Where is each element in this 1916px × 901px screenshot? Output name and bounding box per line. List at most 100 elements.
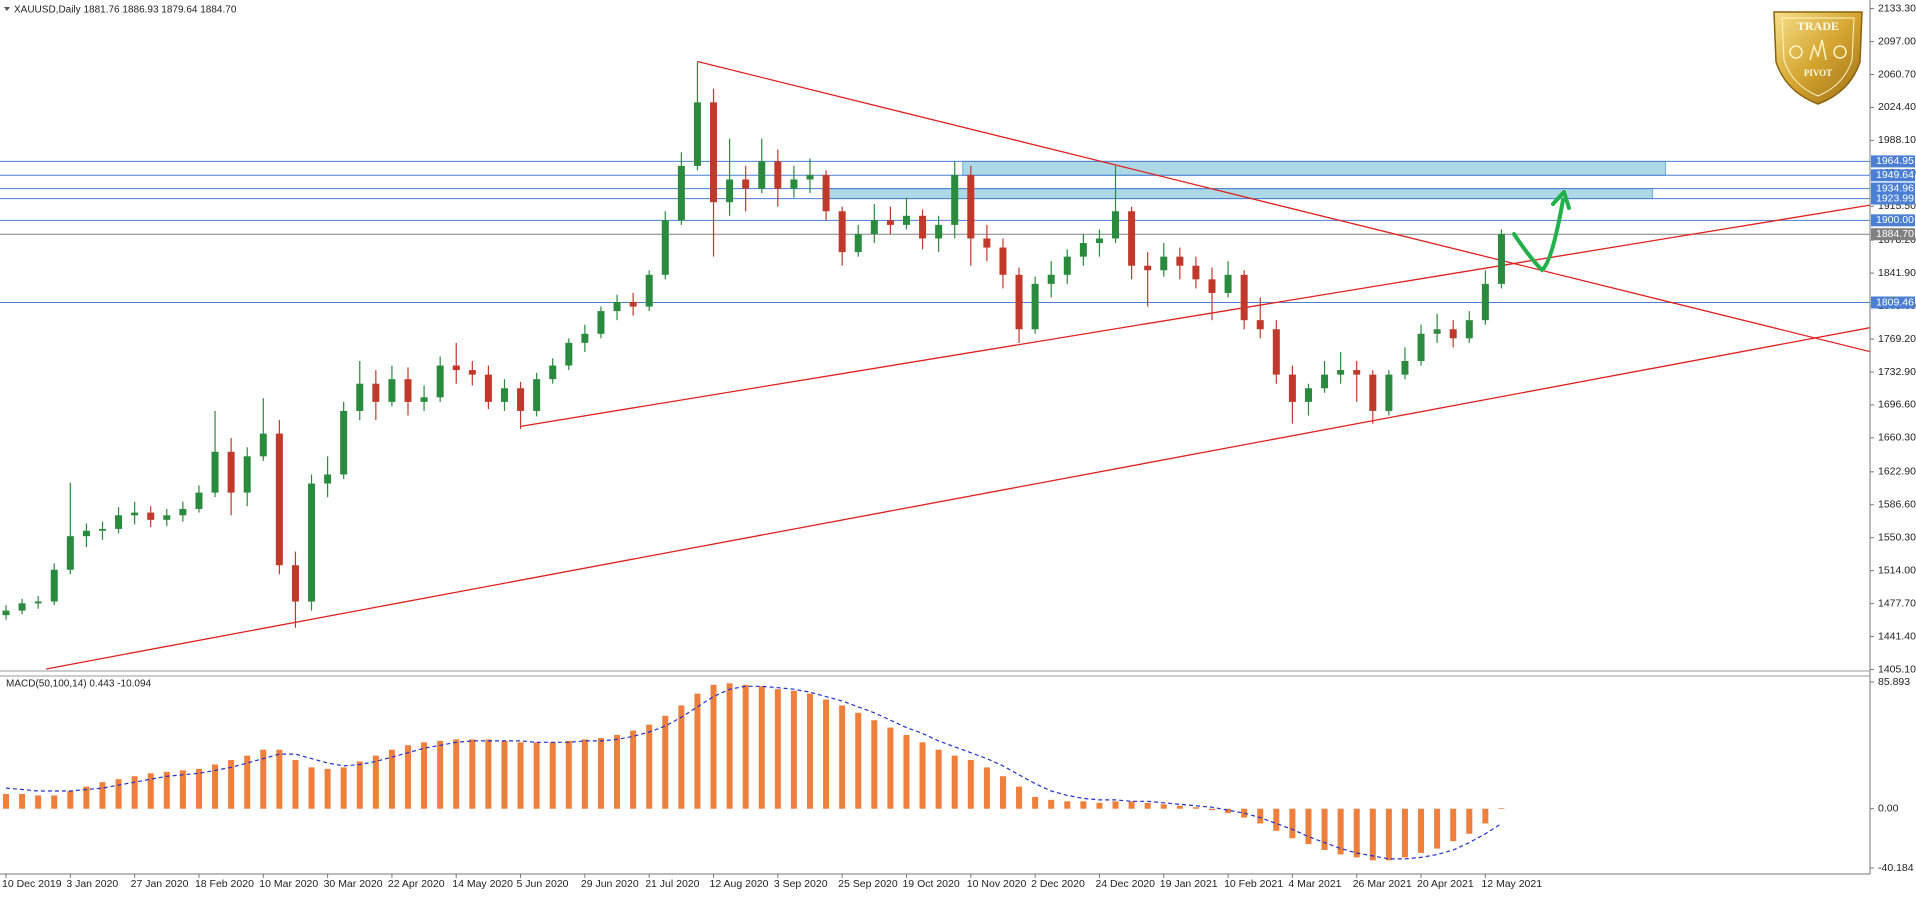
- candle-body: [726, 179, 734, 203]
- candle-body: [1369, 374, 1377, 411]
- candle-body: [372, 383, 380, 402]
- x-tick-label: 2 Dec 2020: [1031, 878, 1085, 890]
- y-tick-label: 1988.10: [1878, 134, 1916, 146]
- y-tick-label: 1622.90: [1878, 466, 1916, 478]
- macd-bar: [3, 793, 9, 809]
- macd-bar: [1048, 799, 1055, 809]
- candle-body: [902, 215, 910, 225]
- macd-bar: [1353, 808, 1360, 858]
- macd-bar: [1080, 801, 1087, 809]
- candles: [2, 61, 1505, 628]
- macd-bar: [421, 742, 428, 809]
- candle-body: [1128, 211, 1136, 266]
- candle-body: [1095, 238, 1103, 244]
- macd-bar: [1401, 808, 1408, 858]
- candle-body: [179, 508, 187, 516]
- y-tick-label: 1841.90: [1878, 267, 1916, 279]
- x-tick-label: 12 May 2021: [1481, 878, 1542, 890]
- candle-body: [549, 365, 557, 380]
- macd-bar: [726, 683, 733, 809]
- candle-body: [677, 165, 685, 221]
- macd-bar: [1257, 808, 1264, 824]
- x-tick-label: 4 Mar 2021: [1288, 878, 1341, 890]
- x-tick-label: 12 Aug 2020: [710, 878, 769, 890]
- x-tick-label: 21 Jul 2020: [645, 878, 699, 890]
- candle-body: [581, 333, 589, 343]
- candle-body: [66, 536, 74, 570]
- candle-body: [838, 211, 846, 253]
- y-tick-label: 1550.30: [1878, 532, 1916, 544]
- level-label: 1809.46: [1876, 296, 1914, 308]
- candle-body: [1079, 243, 1087, 257]
- logo-icon: [1833, 45, 1847, 59]
- macd-bar: [340, 767, 347, 809]
- candle-body: [163, 515, 171, 520]
- candle-body: [565, 342, 573, 366]
- level-label-bg: [1871, 214, 1915, 227]
- y-tick-label: 2133.30: [1878, 2, 1916, 14]
- level-label: 1923.99: [1876, 192, 1914, 204]
- macd-bar: [967, 760, 974, 809]
- macd-bar: [1144, 802, 1151, 809]
- macd-bar: [292, 760, 299, 809]
- y-tick-label: 2060.70: [1878, 68, 1916, 80]
- macd-bar: [597, 737, 604, 809]
- macd-bar: [1064, 801, 1071, 809]
- macd-bar: [1128, 801, 1135, 809]
- candle-body: [597, 311, 605, 334]
- candle-body: [742, 179, 750, 189]
- candle-body: [1321, 374, 1329, 389]
- candle-body: [1256, 320, 1264, 330]
- y-tick-label: 1732.90: [1878, 366, 1916, 378]
- candle-body: [1192, 265, 1200, 280]
- arrow: [1512, 198, 1565, 273]
- candle-body: [951, 174, 959, 225]
- logo-icon: [1809, 39, 1827, 61]
- macd-bar: [83, 786, 90, 809]
- macd-bar: [533, 742, 540, 809]
- macd-bar: [823, 699, 830, 809]
- candle-body: [211, 451, 219, 493]
- trendline: [46, 327, 1870, 670]
- macd-bar: [35, 795, 42, 809]
- candle-body: [1497, 234, 1505, 284]
- candle-body: [98, 528, 106, 531]
- level-label: 1964.95: [1876, 155, 1914, 167]
- candle-body: [661, 220, 669, 275]
- trendline: [697, 60, 1870, 353]
- candle-body: [308, 483, 316, 602]
- level-label-bg: [1871, 296, 1915, 309]
- level-label-bg: [1871, 155, 1915, 168]
- macd-bar: [1160, 804, 1167, 809]
- macd-bar: [1016, 786, 1023, 809]
- candle-body: [1047, 274, 1055, 284]
- candle-body: [227, 451, 235, 493]
- candle-body: [436, 365, 444, 398]
- candle-body: [34, 601, 42, 604]
- macd-bar: [983, 767, 990, 809]
- candle-body: [147, 512, 155, 520]
- candle-body: [484, 374, 492, 402]
- candle-body: [533, 379, 541, 411]
- candle-body: [1385, 374, 1393, 411]
- macd-bar: [115, 779, 122, 809]
- y-tick-label: 1586.60: [1878, 499, 1916, 511]
- candle-body: [195, 492, 203, 509]
- y-tick-label: 1696.60: [1878, 399, 1916, 411]
- macd-bar: [228, 760, 235, 809]
- macd-bar: [131, 776, 138, 809]
- macd-bar: [1321, 808, 1328, 851]
- macd-bar: [807, 693, 813, 809]
- macd-bar: [1112, 801, 1119, 809]
- macd-bar: [453, 739, 460, 809]
- zone: [822, 188, 1654, 200]
- macd-bar: [308, 767, 315, 809]
- candle-body: [999, 247, 1007, 275]
- candle-body: [115, 515, 123, 529]
- y-tick-label: 1769.20: [1878, 333, 1916, 345]
- candle-body: [340, 410, 348, 475]
- indicator-title: MACD(50,100,14) 0.443 -10.094: [6, 679, 152, 690]
- x-tick-label: 30 Mar 2020: [324, 878, 383, 890]
